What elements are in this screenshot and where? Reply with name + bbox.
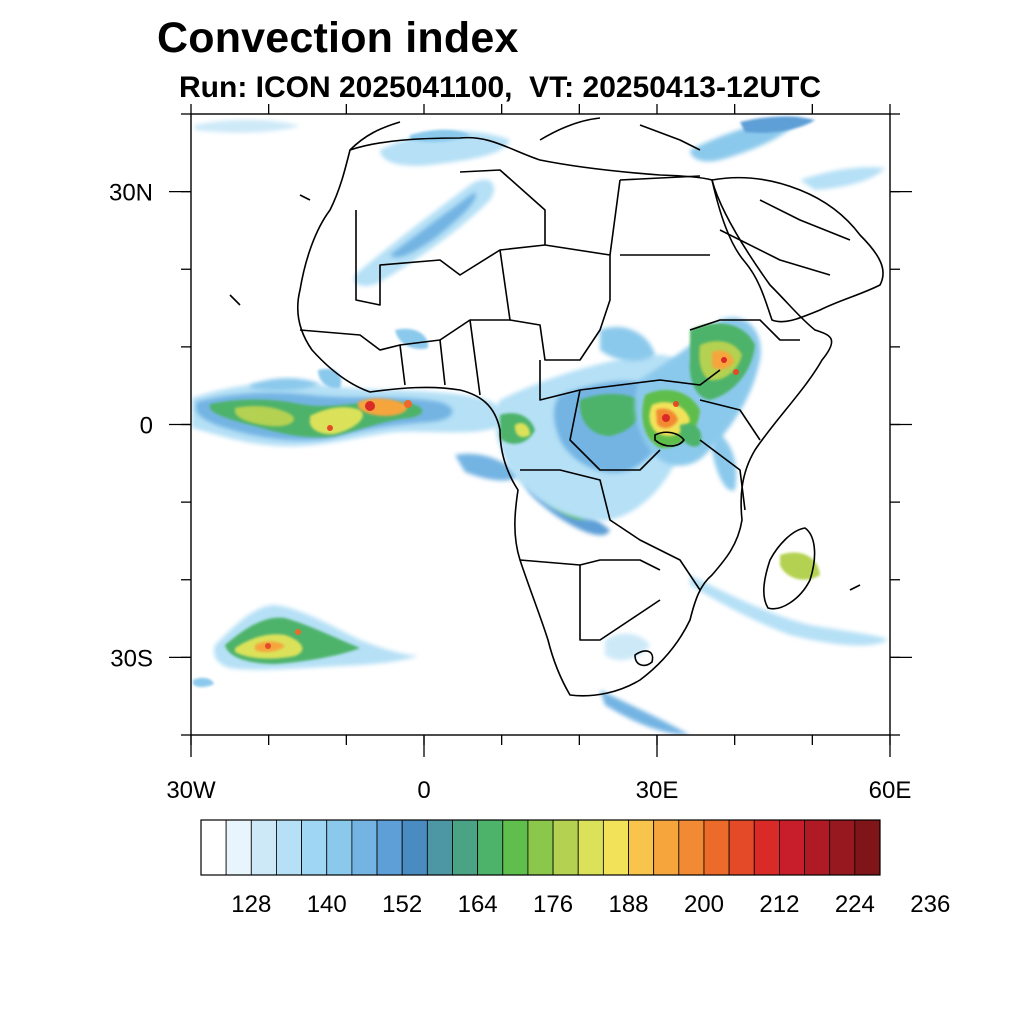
colorbar-swatch (276, 819, 302, 876)
colorbar-swatch (854, 819, 881, 876)
colorbar-swatch (804, 819, 831, 876)
colorbar-frame (200, 819, 881, 876)
chart-subtitle: Run: ICON 2025041100, VT: 20250413-12UTC (179, 71, 821, 104)
colorbar-label: 164 (458, 891, 498, 918)
field-south-atlantic (193, 605, 418, 687)
y-tick-label: 0 (140, 413, 153, 440)
colorbar-swatch (703, 819, 730, 876)
x-tick-label: 30E (636, 777, 679, 804)
colorbar-swatch (326, 819, 353, 876)
colorbar-swatch (653, 819, 680, 876)
colorbar-swatch (779, 819, 805, 876)
y-tick-label: 30S (110, 645, 153, 672)
colorbar-label: 128 (231, 891, 271, 918)
colorbar-label: 212 (759, 891, 799, 918)
arabia-coastline (711, 176, 884, 323)
y-tick-label: 30N (109, 180, 153, 207)
axes: 30W 0 30E 60E 30N 0 30S (109, 104, 912, 804)
colorbar-label: 140 (307, 891, 347, 918)
colorbar-label: 200 (684, 891, 724, 918)
colorbar-swatch (753, 819, 780, 876)
chart-title: Convection index (157, 14, 519, 62)
colorbar-swatch (577, 819, 604, 876)
colorbar-swatch (426, 819, 453, 876)
convection-field (192, 116, 888, 735)
colorbar-swatch (678, 819, 705, 876)
colorbar-swatch (502, 819, 529, 876)
colorbar-swatch (628, 819, 655, 876)
colorbar: 128 140 152 164 176 188 200 212 224 236 (200, 819, 950, 918)
colorbar-label: 224 (835, 891, 875, 918)
colorbar-swatch (225, 819, 252, 876)
colorbar-label: 152 (382, 891, 422, 918)
colorbar-swatch (728, 819, 755, 876)
colorbar-swatch (351, 819, 378, 876)
colorbar-swatch (401, 819, 428, 876)
colorbar-swatch (477, 819, 504, 876)
colorbar-swatch (452, 819, 479, 876)
colorbar-swatch (527, 819, 554, 876)
colorbar-label: 176 (533, 891, 573, 918)
colorbar-swatch (250, 819, 277, 876)
colorbar-label: 236 (910, 891, 950, 918)
coastlines-boundaries (229, 117, 884, 697)
colorbar-label: 188 (608, 891, 648, 918)
colorbar-swatch (376, 819, 403, 876)
madagascar (762, 527, 816, 610)
x-tick-label: 0 (417, 777, 430, 804)
colorbar-swatch (301, 819, 328, 876)
colorbar-swatch (829, 819, 856, 876)
colorbar-swatch (200, 819, 227, 876)
x-tick-label: 30W (166, 777, 216, 804)
colorbar-swatch (602, 819, 629, 876)
x-tick-label: 60E (869, 777, 912, 804)
field-east-africa (634, 317, 761, 491)
colorbar-swatch (552, 819, 579, 876)
field-itcz-band (192, 378, 504, 447)
